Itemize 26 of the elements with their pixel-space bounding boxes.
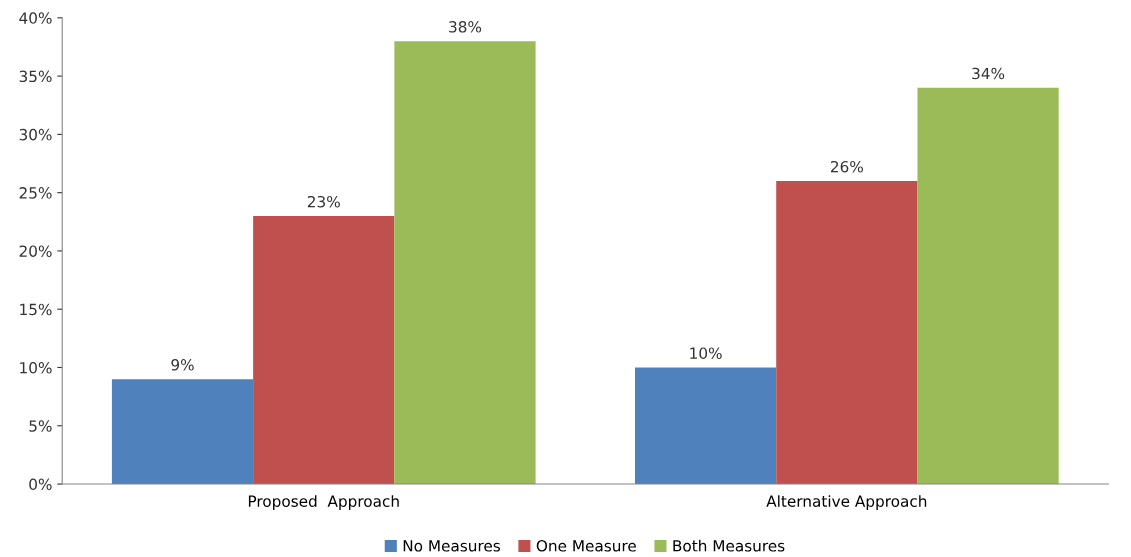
y-tick-label: 25% (19, 187, 52, 199)
bar (394, 41, 536, 485)
x-tick-label: Alternative Approach (766, 495, 927, 510)
y-tick-label: 35% (19, 70, 52, 83)
bar (917, 87, 1059, 485)
y-tick-label: 20% (19, 245, 52, 257)
legend-label: No Measures (403, 540, 500, 552)
data-label: 34% (972, 67, 1005, 80)
data-label: 10% (690, 347, 722, 359)
y-tick-label: 15% (20, 303, 52, 316)
y-tick-label: 10% (20, 361, 52, 374)
data-label: 9% (171, 359, 194, 371)
y-tick-label: 0% (29, 478, 52, 491)
x-tick-label: Proposed Approach (248, 495, 399, 510)
bar (776, 181, 918, 485)
y-tick-label: 30% (19, 128, 52, 141)
legend-label: Both Measures (673, 539, 785, 552)
bar (634, 367, 777, 485)
y-tick-label: 40% (19, 12, 52, 24)
data-label: 23% (307, 195, 340, 208)
legend-label: One Measure (536, 540, 636, 552)
data-label: 38% (449, 21, 482, 33)
data-label: 26% (830, 160, 863, 173)
bar (253, 215, 395, 485)
bar (111, 379, 254, 485)
y-tick-label: 5% (29, 420, 52, 432)
